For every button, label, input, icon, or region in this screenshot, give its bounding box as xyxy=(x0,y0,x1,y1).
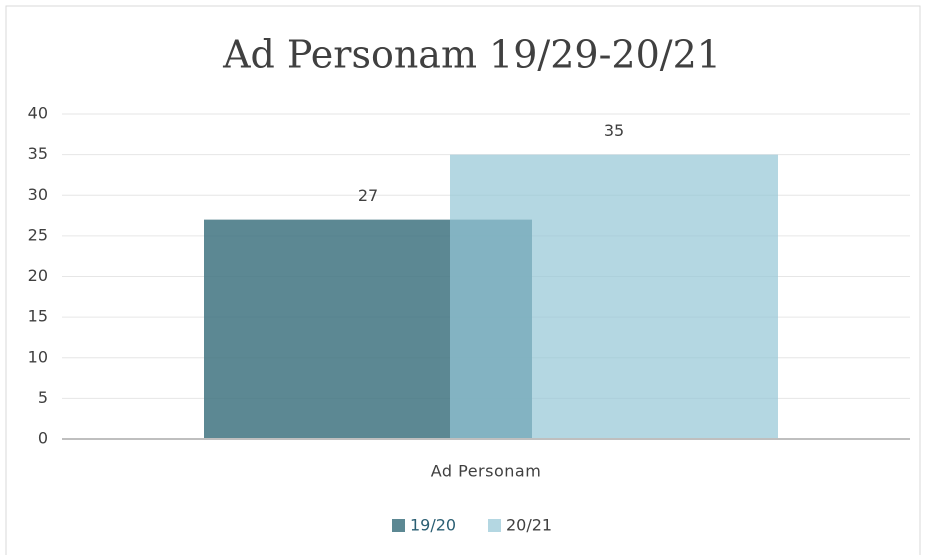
y-tick-label: 25 xyxy=(28,225,48,244)
y-tick-label: 40 xyxy=(28,104,48,123)
y-tick-label: 0 xyxy=(38,429,48,448)
y-tick-label: 30 xyxy=(28,185,48,204)
x-tick-label: Ad Personam xyxy=(431,462,542,481)
bar xyxy=(450,154,778,439)
data-label: 35 xyxy=(604,121,624,140)
y-tick-label: 35 xyxy=(28,144,48,163)
chart-title: Ad Personam 19/29-20/21 xyxy=(222,33,721,77)
legend-swatch xyxy=(488,519,501,532)
y-tick-label: 5 xyxy=(38,388,48,407)
y-tick-label: 15 xyxy=(28,307,48,326)
legend-label: 20/21 xyxy=(506,516,552,535)
legend-label: 19/20 xyxy=(410,516,456,535)
y-tick-label: 20 xyxy=(28,266,48,285)
legend-swatch xyxy=(392,519,405,532)
data-label: 27 xyxy=(358,186,378,205)
y-tick-label: 10 xyxy=(28,347,48,366)
